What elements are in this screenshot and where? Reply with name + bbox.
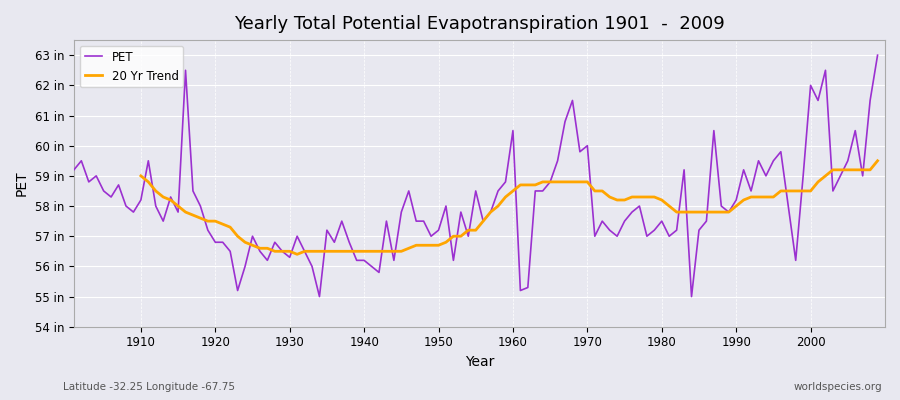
20 Yr Trend [277,249,288,254]
PET [128,210,139,214]
PET [68,168,79,172]
Y-axis label: PET: PET [15,171,29,196]
PET [515,288,526,293]
Legend: PET, 20 Yr Trend: PET, 20 Yr Trend [80,46,184,87]
X-axis label: Year: Year [464,355,494,369]
20 Yr Trend [842,168,853,172]
20 Yr Trend [582,180,593,184]
20 Yr Trend [292,252,302,257]
20 Yr Trend [136,174,147,178]
20 Yr Trend [820,174,831,178]
20 Yr Trend [314,249,325,254]
Line: 20 Yr Trend: 20 Yr Trend [141,161,878,254]
PET [344,240,355,245]
Title: Yearly Total Potential Evapotranspiration 1901  -  2009: Yearly Total Potential Evapotranspiratio… [234,15,724,33]
Line: PET: PET [74,55,878,296]
PET [508,128,518,133]
Text: worldspecies.org: worldspecies.org [794,382,882,392]
20 Yr Trend [872,158,883,163]
20 Yr Trend [522,182,533,187]
Text: Latitude -32.25 Longitude -67.75: Latitude -32.25 Longitude -67.75 [63,382,235,392]
PET [314,294,325,299]
PET [872,53,883,58]
PET [604,228,615,232]
PET [292,234,302,239]
